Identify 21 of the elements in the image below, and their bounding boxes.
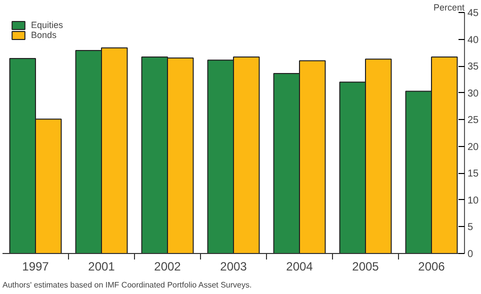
y-tick-label: 40	[468, 34, 480, 46]
legend-label: Bonds	[31, 30, 57, 40]
y-axis-title: Percent	[433, 2, 465, 12]
y-tick-label: 10	[468, 195, 480, 206]
y-tick-label: 20	[468, 142, 480, 153]
x-tick-label: 2005	[352, 260, 380, 274]
y-tick-label: 30	[468, 88, 480, 100]
y-tick-label: 35	[468, 62, 480, 73]
y-tick-label: 0	[468, 249, 474, 260]
x-tick-label: 2003	[220, 260, 248, 274]
y-tick-label: 15	[468, 168, 480, 180]
y-tick-label: 5	[468, 222, 474, 234]
legend-label: Equities	[31, 20, 64, 30]
y-tick-label: 25	[468, 115, 480, 126]
x-tick-label: 2004	[286, 260, 314, 274]
y-tick-label: 45	[468, 8, 480, 19]
text: Authors' estimates based on IMF Coordinated Portfolio Asset Surveys.	[2, 280, 252, 290]
x-tick-label: 2002	[154, 260, 182, 274]
x-tick-label: 2006	[418, 260, 446, 274]
x-tick-label: 1997	[22, 260, 50, 274]
x-tick-label: 2001	[88, 260, 116, 274]
